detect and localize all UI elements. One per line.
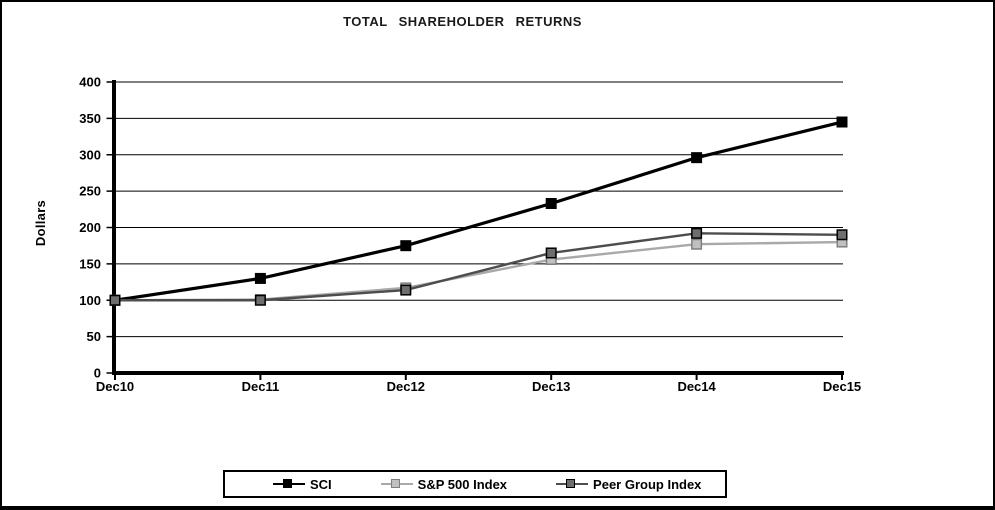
y-tick-label: 150: [79, 256, 101, 271]
x-tick-label: Dec12: [387, 379, 425, 394]
data-point-marker-s0-3: [545, 197, 557, 209]
data-point-marker-s0-2: [400, 240, 412, 252]
y-tick-label: 350: [79, 111, 101, 126]
data-point-marker-s2-1: [254, 294, 266, 306]
y-tick-label: 400: [79, 75, 101, 90]
data-point-marker-s0-4: [691, 152, 703, 164]
legend-label: Peer Group Index: [593, 476, 702, 492]
y-tick-label: 300: [79, 147, 101, 162]
x-tick-label: Dec14: [677, 379, 716, 394]
frame-border-top: [0, 0, 995, 2]
legend-line-sample-icon: [380, 479, 413, 490]
legend-label: SCI: [310, 476, 332, 492]
series-line-0: [114, 120, 843, 302]
x-tick-label: Dec10: [96, 379, 134, 394]
x-tick-label: Dec13: [532, 379, 570, 394]
frame-border-right: [993, 0, 995, 510]
frame-border-left: [0, 0, 2, 510]
y-tick-label: 100: [79, 293, 101, 308]
legend-marker-icon: [283, 479, 292, 488]
legend: SCI S&P 500 Index Peer Group Index: [223, 470, 727, 498]
data-point-marker-s2-5: [836, 229, 848, 241]
y-tick-label: 50: [87, 329, 101, 344]
legend-line-sample-icon: [273, 479, 305, 490]
y-tick-label: 0: [94, 366, 101, 381]
legend-marker-icon: [390, 479, 400, 488]
x-tick-label: Dec15: [823, 379, 861, 394]
data-point-marker-s0-1: [254, 272, 266, 284]
data-point-marker-s2-2: [400, 284, 412, 296]
data-point-marker-s2-3: [545, 247, 557, 259]
data-point-marker-s2-0: [109, 294, 121, 306]
legend-line-sample-icon: [556, 479, 589, 490]
data-point-marker-s2-4: [691, 227, 703, 239]
series-line-2: [115, 232, 843, 302]
x-tick-label: Dec11: [242, 379, 280, 394]
legend-item-2: Peer Group Index: [556, 477, 701, 492]
legend-item-0: SCI: [273, 477, 332, 492]
legend-label: S&P 500 Index: [417, 476, 508, 492]
y-tick-label: 200: [79, 220, 101, 235]
data-point-marker-s0-5: [836, 116, 848, 128]
y-tick-label: 250: [79, 184, 101, 199]
legend-item-1: S&P 500 Index: [380, 476, 508, 492]
data-point-marker-s1-4: [691, 238, 703, 250]
chart-title: TOTAL SHAREHOLDER RETURNS: [343, 14, 582, 29]
legend-marker-icon: [566, 479, 576, 488]
frame-border-bottom: [0, 506, 995, 510]
